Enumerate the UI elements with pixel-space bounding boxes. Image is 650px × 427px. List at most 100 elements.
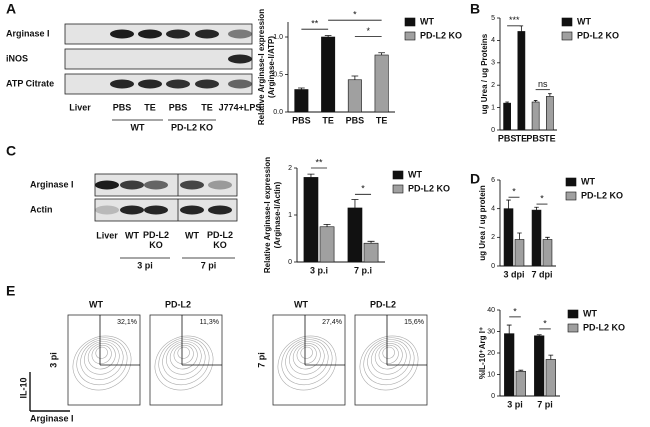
x-tick-label: 7 pi [537, 399, 553, 409]
sig-label: ** [315, 157, 323, 167]
contour [363, 337, 415, 386]
y-axis-label: Relative Arginase-I expression [257, 9, 266, 125]
group-label: PD-L2 KO [171, 122, 213, 132]
y-axis-label: ug Urea / ug protein [478, 185, 487, 261]
error-bar [367, 240, 375, 244]
panel-letter: D [470, 171, 480, 187]
contour [91, 344, 112, 365]
y-tick-label: 1 [288, 212, 292, 219]
y-tick-label: 3 [491, 60, 495, 67]
x-tick-label: PBS [498, 133, 517, 143]
bar [374, 54, 389, 113]
y-tick-label: 30 [487, 328, 495, 335]
legend-swatch [561, 31, 573, 41]
blot-row-label: Actin [30, 204, 53, 214]
bar [294, 89, 309, 113]
legend-label: WT [581, 176, 595, 186]
blot-band [95, 205, 119, 215]
bar [542, 239, 553, 267]
contour [374, 343, 403, 370]
bar [534, 335, 545, 397]
sig-label: ns [538, 79, 548, 89]
sig-label: * [366, 26, 370, 36]
blot-band [166, 79, 190, 89]
error-bar [536, 334, 542, 336]
y-tick-label: 2 [491, 234, 495, 241]
bar [546, 96, 554, 131]
y-tick-label: 0 [288, 259, 292, 266]
y-axis-label: Relative Arginase-I expression [263, 157, 272, 273]
error-bar [505, 101, 509, 104]
contour [173, 344, 194, 365]
legend-swatch [565, 177, 577, 187]
error-bar [506, 199, 511, 209]
y-tick-label: 1.0 [273, 34, 283, 41]
blot-band [95, 180, 119, 190]
blot-lane-label: TE [144, 102, 156, 112]
error-bar [519, 25, 524, 32]
contour [162, 339, 206, 380]
contour [371, 341, 407, 375]
flow-plot [67, 314, 141, 406]
contour [80, 339, 124, 380]
gate-percent: 11,3% [200, 319, 219, 326]
blot-lane-label: WT [125, 230, 139, 240]
blot-row-label: ATP Citrate [6, 78, 54, 88]
legend-label: PD-L2 KO [581, 190, 623, 200]
error-bar [298, 87, 305, 90]
y-tick-label: 0 [491, 127, 495, 134]
contour [285, 339, 329, 380]
bar [347, 207, 363, 263]
blot-row-label: iNOS [6, 53, 28, 63]
y-tick-label: 40 [487, 307, 495, 314]
error-bar [307, 173, 315, 178]
bar [347, 79, 362, 113]
x-tick-label: PBS [346, 115, 365, 125]
legend-swatch [565, 191, 577, 201]
y-tick-label: 6 [491, 177, 495, 184]
blot-band [120, 180, 144, 190]
contour [382, 346, 395, 359]
legend-label: PD-L2 KO [408, 183, 450, 193]
y-axis-label: (Arginase-I/ATP) [267, 36, 276, 98]
blot-band [144, 205, 168, 215]
y-axis-label: (Arginase-I/Actin) [273, 181, 282, 248]
contour [166, 341, 202, 375]
x-tick-label: TE [322, 115, 334, 125]
legend-swatch [561, 17, 573, 27]
group-label: 7 pi [201, 260, 217, 270]
error-bar [533, 100, 538, 102]
sig-label: * [540, 193, 544, 203]
y-tick-label: 4 [491, 206, 495, 213]
x-tick-label: 7 p.i [354, 265, 372, 275]
y-axis-label: %IL-10⁺Arg I⁺ [478, 327, 487, 379]
panel-letter: B [470, 1, 480, 17]
y-tick-label: 10 [487, 371, 495, 378]
bar [503, 102, 511, 131]
blot-band [120, 205, 144, 215]
bar [545, 359, 556, 397]
legend-label: WT [408, 169, 422, 179]
blot-row-label: Arginase I [30, 179, 74, 189]
flow-title: WT [89, 299, 103, 309]
row-label: 3 pi [48, 352, 58, 368]
contour [177, 346, 190, 359]
x-tick-label: 3 p.i [310, 265, 328, 275]
y-tick-label: 0 [491, 393, 495, 400]
blot-band [195, 79, 219, 89]
legend-label: WT [577, 16, 591, 26]
blot-band [195, 29, 219, 39]
blot-band [228, 54, 252, 64]
y-tick-label: 0.0 [273, 109, 283, 116]
flow-title: WT [294, 299, 308, 309]
legend-swatch [404, 31, 416, 41]
y-tick-label: 2 [288, 165, 292, 172]
x-tick-label: TE [516, 133, 528, 143]
bar [303, 177, 319, 263]
y-tick-label: 20 [487, 350, 495, 357]
blot-strip [64, 48, 253, 70]
y-tick-label: 0 [491, 263, 495, 270]
y-tick-label: 2 [491, 82, 495, 89]
contour [289, 341, 325, 375]
legend-swatch [392, 184, 404, 194]
